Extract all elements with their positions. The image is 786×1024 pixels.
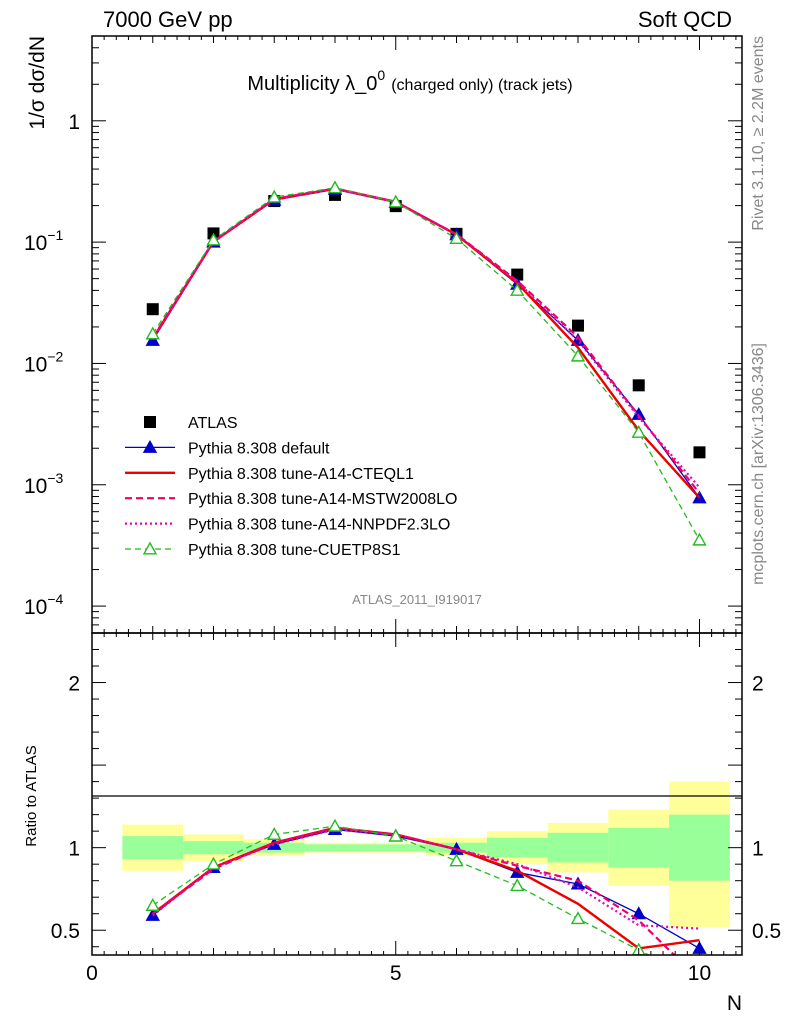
band-inner-bin	[365, 844, 427, 851]
main-series-5-line	[152, 187, 701, 541]
ratio-series-4-marker	[327, 818, 343, 832]
y-tick-base: 10	[24, 475, 47, 498]
x-tick-label: 5	[390, 962, 402, 985]
main-y-tick-label: 10−2	[24, 348, 64, 376]
legend-label: Pythia 8.308 tune-A14-MSTW2008LO	[188, 491, 457, 508]
band-inner-bin	[486, 837, 548, 858]
main-series-5-marker	[267, 189, 282, 203]
ratio-series-2-line	[152, 826, 676, 955]
main-series-5-marker	[327, 180, 343, 194]
legend-marker	[142, 541, 158, 555]
plot-title-sup: 0	[377, 67, 385, 83]
ratio-y-axis-label: Ratio to ATLAS	[23, 745, 40, 846]
main-series-1-marker	[145, 332, 160, 346]
legend-label: Pythia 8.308 tune-A14-NNPDF2.3LO	[188, 517, 450, 534]
main-series-5-marker	[692, 532, 707, 546]
y-tick-exponent: −2	[47, 348, 63, 364]
header-right: Soft QCD	[638, 7, 732, 32]
ratio-plot-frame	[91, 632, 743, 956]
main-series-5-marker	[206, 232, 221, 246]
main-y-axis-label: 1/σ dσ/dN	[26, 36, 49, 130]
main-plot-series	[145, 180, 707, 546]
ratio-series-4-marker	[206, 856, 221, 870]
x-tick-label: 10	[688, 962, 711, 985]
main-series-5-marker	[510, 282, 525, 296]
band-inner-bin	[304, 844, 366, 851]
band-inner-bin	[122, 836, 184, 860]
ratio-y-tick-label-left: 0.5	[51, 920, 80, 943]
atlas-data-point	[693, 446, 706, 459]
main-series-5-marker	[570, 348, 586, 362]
legend-label: Pythia 8.308 tune-A14-CTEQL1	[188, 466, 414, 483]
y-tick-base: 10	[24, 232, 47, 255]
plot-title-small: (charged only) (track jets)	[391, 77, 572, 94]
ratio-series-4-marker	[145, 898, 160, 911]
ratio-series-4-marker	[510, 878, 525, 892]
legend-marker	[142, 439, 158, 453]
main-y-tick-label: 10−3	[24, 470, 64, 498]
band-inner-bin	[669, 814, 730, 881]
ratio-series-4-marker	[267, 827, 282, 840]
mcplots-reference-text: mcplots.cern.ch [arXiv:1306.3436]	[750, 343, 767, 585]
main-y-tick-label: 10−1	[24, 227, 64, 255]
x-axis-label: N	[727, 992, 742, 1015]
atlas-data-point	[571, 319, 584, 332]
ratio-y-tick-label-right: 0.5	[752, 920, 781, 943]
header-left: 7000 GeV pp	[103, 7, 233, 32]
atlas-data-point	[632, 379, 645, 392]
x-tick-label: 0	[86, 962, 98, 985]
main-series-5-marker	[388, 194, 403, 208]
legend-marker-atlas	[144, 416, 156, 428]
main-series-5-marker	[145, 326, 160, 340]
band-inner-bin	[183, 841, 244, 855]
ratio-series-4-marker	[388, 828, 403, 842]
legend-label: Pythia 8.308 default	[188, 440, 330, 457]
ratio-series-4-marker	[570, 911, 586, 925]
atlas-data-point	[146, 303, 159, 316]
band-inner-bin	[547, 832, 609, 863]
main-series-5-marker	[631, 424, 646, 438]
rivet-version-text: Rivet 3.1.10, ≥ 2.2M events	[750, 36, 767, 231]
ratio-series-3-line	[152, 828, 700, 930]
ratio-series-4-marker	[449, 853, 464, 867]
ratio-series-0-marker	[631, 906, 646, 920]
analysis-watermark: ATLAS_2011_I919017	[352, 592, 482, 607]
ratio-y-tick-label-right: 2	[752, 673, 764, 696]
y-tick-base: 10	[24, 596, 47, 619]
main-series-3-line	[151, 187, 701, 495]
ratio-y-tick-label-right: 1	[752, 838, 764, 861]
y-tick-exponent: −1	[47, 227, 63, 243]
legend-label: ATLAS	[188, 415, 238, 432]
y-tick-exponent: −4	[47, 591, 63, 607]
y-tick-base: 10	[24, 353, 47, 376]
main-y-tick-label: 10−4	[24, 591, 64, 619]
ratio-y-tick-label-left: 1	[68, 838, 80, 861]
legend-label: Pythia 8.308 tune-CUETP8S1	[188, 542, 401, 559]
plot-title: Multiplicity λ_00 (charged only) (track j…	[247, 67, 572, 95]
main-series-5-marker	[449, 231, 464, 245]
main-y-tick-label: 1	[68, 111, 80, 134]
ratio-uncertainty-bands	[122, 781, 730, 927]
plot-title-main: Multiplicity λ_0	[247, 73, 377, 95]
y-tick-exponent: −3	[47, 470, 63, 486]
band-inner-bin	[608, 827, 670, 868]
ratio-y-tick-label-left: 2	[68, 673, 80, 696]
legend: ATLAS Pythia 8.308 default Pythia 8.308 tu…	[125, 415, 457, 559]
